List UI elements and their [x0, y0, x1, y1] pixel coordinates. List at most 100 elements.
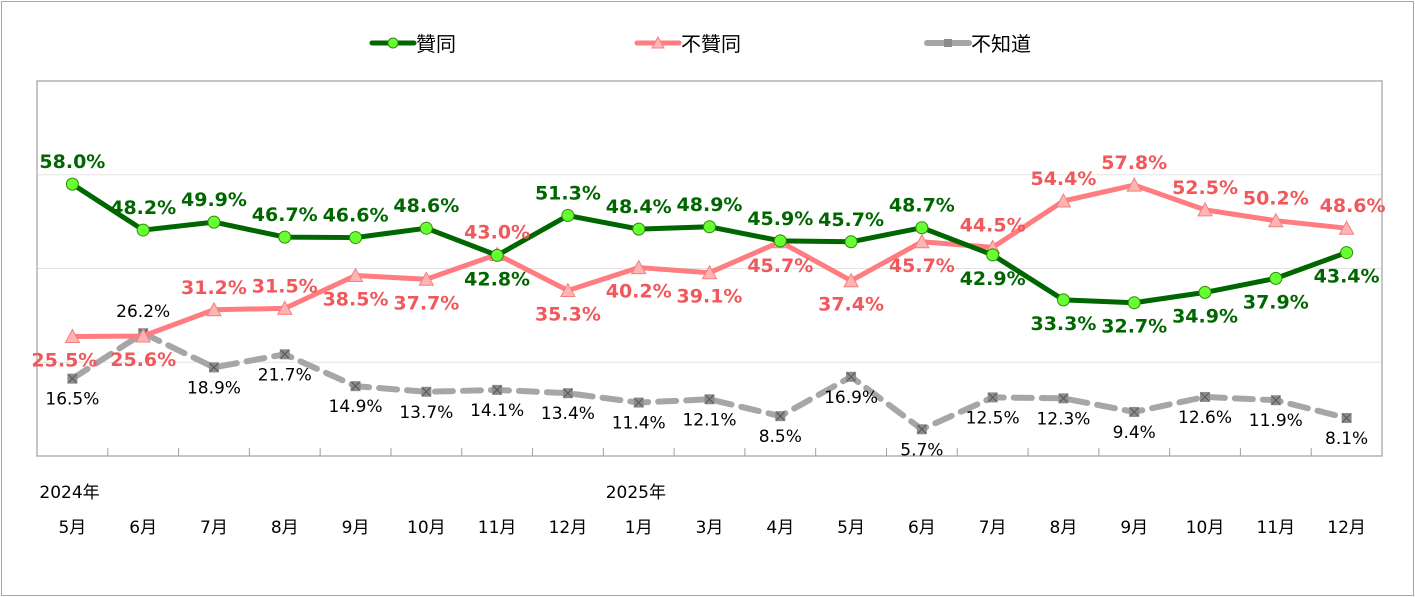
data-label: 9.4% — [1113, 423, 1156, 443]
x-tick-label: 6月 — [908, 518, 936, 538]
data-label: 49.9% — [181, 189, 247, 211]
data-point-x — [634, 398, 644, 407]
data-label: 31.2% — [181, 277, 247, 299]
x-tick-label: 11月 — [1256, 518, 1295, 538]
data-label: 13.4% — [541, 404, 595, 424]
legend-item-1: 不贊同 — [634, 32, 741, 56]
data-point-x — [351, 381, 360, 391]
data-point — [1198, 285, 1212, 299]
data-label: 44.5% — [960, 214, 1026, 236]
data-point-x — [1059, 393, 1068, 403]
data-label: 57.8% — [1101, 152, 1167, 174]
data-label: 42.9% — [960, 268, 1026, 290]
data-point — [1267, 212, 1284, 228]
legend-triangle-icon — [651, 35, 665, 49]
data-point — [135, 327, 152, 343]
data-label: 48.9% — [677, 194, 743, 216]
x-tick-label: 9月 — [1120, 518, 1148, 538]
data-label: 37.9% — [1243, 291, 1309, 313]
data-label: 12.3% — [1036, 409, 1090, 429]
data-point — [843, 272, 859, 288]
data-label: 54.4% — [1030, 168, 1096, 190]
data-label: 48.6% — [393, 195, 459, 217]
data-label: 48.7% — [889, 195, 955, 217]
data-label: 45.7% — [818, 209, 884, 231]
data-label: 31.5% — [252, 275, 318, 297]
data-point — [347, 267, 364, 283]
x-tick-label: 5月 — [58, 518, 86, 538]
data-point — [1055, 192, 1072, 208]
data-point — [561, 209, 575, 223]
data-label: 48.4% — [606, 196, 672, 218]
data-label: 58.0% — [39, 151, 105, 173]
data-point-x — [1342, 413, 1351, 423]
data-label: 43.0% — [464, 221, 530, 243]
data-point — [490, 248, 504, 262]
data-point-x — [209, 363, 219, 372]
data-point — [701, 264, 718, 280]
data-label: 37.4% — [818, 294, 884, 316]
data-label: 45.7% — [747, 255, 813, 277]
data-label: 35.3% — [535, 304, 601, 326]
data-point-x — [492, 385, 502, 395]
data-point — [1269, 271, 1283, 285]
data-point — [278, 230, 292, 244]
data-point — [206, 301, 222, 317]
legend-square-icon — [944, 39, 952, 47]
data-label: 21.7% — [258, 365, 312, 385]
data-label: 48.2% — [110, 197, 176, 219]
x-tick-label: 10月 — [1186, 518, 1225, 538]
year-label: 2025年 — [606, 483, 666, 503]
data-point-x — [1271, 395, 1281, 405]
data-point-x — [846, 372, 856, 382]
x-tick-label: 7月 — [979, 518, 1007, 538]
data-label: 8.1% — [1325, 429, 1368, 449]
data-point-x — [775, 411, 785, 421]
data-label: 32.7% — [1101, 316, 1167, 338]
data-point — [1126, 177, 1143, 192]
data-label: 43.4% — [1314, 266, 1380, 288]
data-label: 12.5% — [966, 408, 1020, 428]
data-label: 45.9% — [747, 208, 813, 230]
data-point-x — [1200, 392, 1210, 402]
x-tick-label: 7月 — [200, 518, 228, 538]
data-label: 25.5% — [31, 349, 97, 371]
x-tick-label: 12月 — [549, 518, 588, 538]
data-label: 14.9% — [329, 397, 383, 417]
x-tick-label: 1月 — [625, 518, 653, 538]
legend-circle-icon — [387, 37, 399, 49]
data-point — [418, 271, 435, 286]
data-label: 12.6% — [1178, 408, 1232, 428]
data-point — [844, 235, 858, 249]
data-label: 16.9% — [824, 388, 878, 408]
data-point-x — [68, 374, 77, 384]
data-label: 46.7% — [252, 204, 318, 226]
data-point — [64, 328, 81, 343]
x-tick-label: 11月 — [478, 518, 517, 538]
data-point — [276, 300, 293, 315]
data-label: 12.1% — [682, 410, 736, 430]
data-point-x — [280, 349, 290, 359]
data-point — [1127, 296, 1141, 310]
legend-item-2: 不知道 — [924, 32, 1031, 56]
x-tick-label: 12月 — [1327, 518, 1366, 538]
data-label: 50.2% — [1243, 188, 1309, 210]
data-label: 11.9% — [1249, 411, 1303, 431]
data-point — [703, 220, 716, 234]
x-tick-label: 8月 — [1050, 518, 1078, 538]
data-point — [207, 215, 221, 229]
data-point — [914, 233, 930, 249]
x-tick-label: 4月 — [766, 518, 794, 538]
data-label: 39.1% — [677, 286, 743, 308]
data-point — [1056, 293, 1070, 307]
data-label: 34.9% — [1172, 305, 1238, 327]
data-label: 26.2% — [116, 302, 170, 322]
data-point-x — [917, 424, 927, 434]
data-point — [419, 221, 433, 235]
data-point-x — [1129, 407, 1139, 417]
legend-label: 贊同 — [416, 32, 456, 56]
data-label: 8.5% — [759, 427, 802, 447]
data-point-x — [421, 387, 431, 397]
